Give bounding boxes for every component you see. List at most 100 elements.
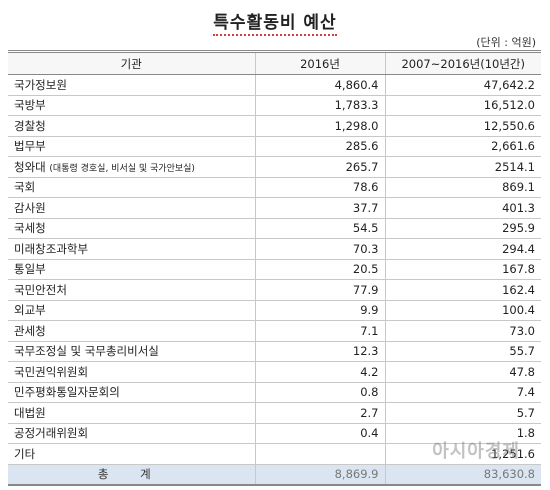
agency-name: 대법원: [14, 405, 46, 420]
agency-cell: 대법원: [8, 402, 255, 424]
value-10yr: 7.4: [384, 382, 541, 403]
agency-name: 기타: [14, 446, 36, 461]
agency-name: 국민안전처: [14, 282, 67, 297]
value-2016: 2.7: [254, 402, 385, 424]
column-header: 2016년: [254, 50, 385, 75]
agency-cell: 관세청: [8, 320, 255, 342]
table-row: 법무부 285.6 2,661.6: [8, 136, 541, 157]
value-10yr: 294.4: [384, 238, 541, 260]
value-2016: 0.8: [254, 382, 385, 403]
value-2016: 9.9: [254, 300, 385, 321]
table-row: 청와대 (대통령 경호실, 비서실 및 국가안보실) 265.7 2514.1: [8, 156, 541, 178]
value-2016: 12.3: [254, 341, 385, 362]
table-row: 공정거래위원회 0.4 1.8: [8, 423, 541, 444]
table-row: 외교부 9.9 100.4: [8, 300, 541, 321]
value-10yr: 47,642.2: [384, 74, 541, 96]
value-10yr: 401.3: [384, 197, 541, 219]
agency-name: 법무부: [14, 139, 46, 154]
table-row: 미래창조과학부 70.3 294.4: [8, 238, 541, 260]
unit: (단위 : 억원): [476, 36, 536, 49]
agency-cell: 공정거래위원회: [8, 423, 255, 444]
column-header: 2007~2016년(10년간): [384, 50, 541, 75]
agency-name: 외교부: [14, 303, 46, 318]
value-10yr: 167.8: [384, 259, 541, 280]
table-row: 국방부 1,783.3 16,512.0: [8, 95, 541, 116]
agency-cell: 경찰청: [8, 115, 255, 137]
value-10yr: 2,661.6: [384, 136, 541, 157]
table-row: 기타 1,251.6: [8, 443, 541, 465]
total-2016: 8,869.9: [254, 464, 385, 486]
agency-cell: 국가정보원: [8, 74, 255, 96]
value-2016: 265.7: [254, 156, 385, 178]
value-2016: 1,783.3: [254, 95, 385, 116]
table-row: 관세청 7.1 73.0: [8, 320, 541, 342]
total-row: 총 계 8,869.9 83,630.8: [8, 464, 541, 486]
agency-cell: 국회: [8, 177, 255, 198]
agency-name: 경찰청: [14, 118, 46, 133]
total-label: 총 계: [8, 464, 255, 486]
agency-cell: 법무부: [8, 136, 255, 157]
agency-name: 국민권익위원회: [14, 364, 89, 379]
agency-name: 국가정보원: [14, 77, 67, 92]
value-2016: 285.6: [254, 136, 385, 157]
value-2016: 20.5: [254, 259, 385, 280]
budget-table: 기관 2016년 2007~2016년(10년간) 국가정보원 4,860.4 47,6…: [8, 50, 541, 486]
table-row: 감사원 37.7 401.3: [8, 197, 541, 219]
value-10yr: 12,550.6: [384, 115, 541, 137]
value-2016: 1,298.0: [254, 115, 385, 137]
agency-name: 민주평화통일자문회의: [14, 385, 120, 400]
table-row: 통일부 20.5 167.8: [8, 259, 541, 280]
value-2016: 4,860.4: [254, 74, 385, 96]
value-2016: 7.1: [254, 320, 385, 342]
value-10yr: 47.8: [384, 361, 541, 383]
agency-name: 국회: [14, 180, 36, 195]
agency-cell: 국무조정실 및 국무총리비서실: [8, 341, 255, 362]
value-2016: 4.2: [254, 361, 385, 383]
value-2016: [254, 443, 385, 465]
agency-cell: 통일부: [8, 259, 255, 280]
value-2016: 77.9: [254, 279, 385, 301]
agency-name: 통일부: [14, 262, 46, 277]
agency-cell: 국방부: [8, 95, 255, 116]
agency-cell: 외교부: [8, 300, 255, 321]
agency-name: 국방부: [14, 98, 46, 113]
agency-cell: 미래창조과학부: [8, 238, 255, 260]
value-2016: 0.4: [254, 423, 385, 444]
agency-cell: 기타: [8, 443, 255, 465]
value-10yr: 100.4: [384, 300, 541, 321]
agency-cell: 청와대 (대통령 경호실, 비서실 및 국가안보실): [8, 156, 255, 178]
column-header: 기관: [8, 50, 255, 75]
agency-name: 관세청: [14, 323, 46, 338]
table-row: 경찰청 1,298.0 12,550.6: [8, 115, 541, 137]
value-10yr: 1.8: [384, 423, 541, 444]
value-2016: 37.7: [254, 197, 385, 219]
agency-cell: 국민안전처: [8, 279, 255, 301]
table-row: 국무조정실 및 국무총리비서실 12.3 55.7: [8, 341, 541, 362]
table-row: 국민권익위원회 4.2 47.8: [8, 361, 541, 383]
value-10yr: 16,512.0: [384, 95, 541, 116]
value-10yr: 55.7: [384, 341, 541, 362]
value-10yr: 295.9: [384, 218, 541, 239]
value-10yr: 1,251.6: [384, 443, 541, 465]
value-10yr: 869.1: [384, 177, 541, 198]
watermark: 아시아경제: [432, 441, 520, 462]
value-10yr: 2514.1: [384, 156, 541, 178]
title: 특수활동비 예산: [0, 8, 550, 36]
table-row: 국회 78.6 869.1: [8, 177, 541, 198]
table-row: 대법원 2.7 5.7: [8, 402, 541, 424]
value-10yr: 5.7: [384, 402, 541, 424]
agency-cell: 감사원: [8, 197, 255, 219]
title-text: 특수활동비 예산: [213, 13, 337, 36]
value-2016: 70.3: [254, 238, 385, 260]
agency-name: 청와대: [14, 159, 46, 174]
table-row: 민주평화통일자문회의 0.8 7.4: [8, 382, 541, 403]
agency-name: 국세청: [14, 221, 46, 236]
agency-name: 감사원: [14, 200, 46, 215]
value-10yr: 73.0: [384, 320, 541, 342]
value-10yr: 162.4: [384, 279, 541, 301]
value-2016: 54.5: [254, 218, 385, 239]
table-row: 국가정보원 4,860.4 47,642.2: [8, 74, 541, 96]
agency-note: (대통령 경호실, 비서실 및 국가안보실): [49, 163, 195, 174]
agency-cell: 국세청: [8, 218, 255, 239]
